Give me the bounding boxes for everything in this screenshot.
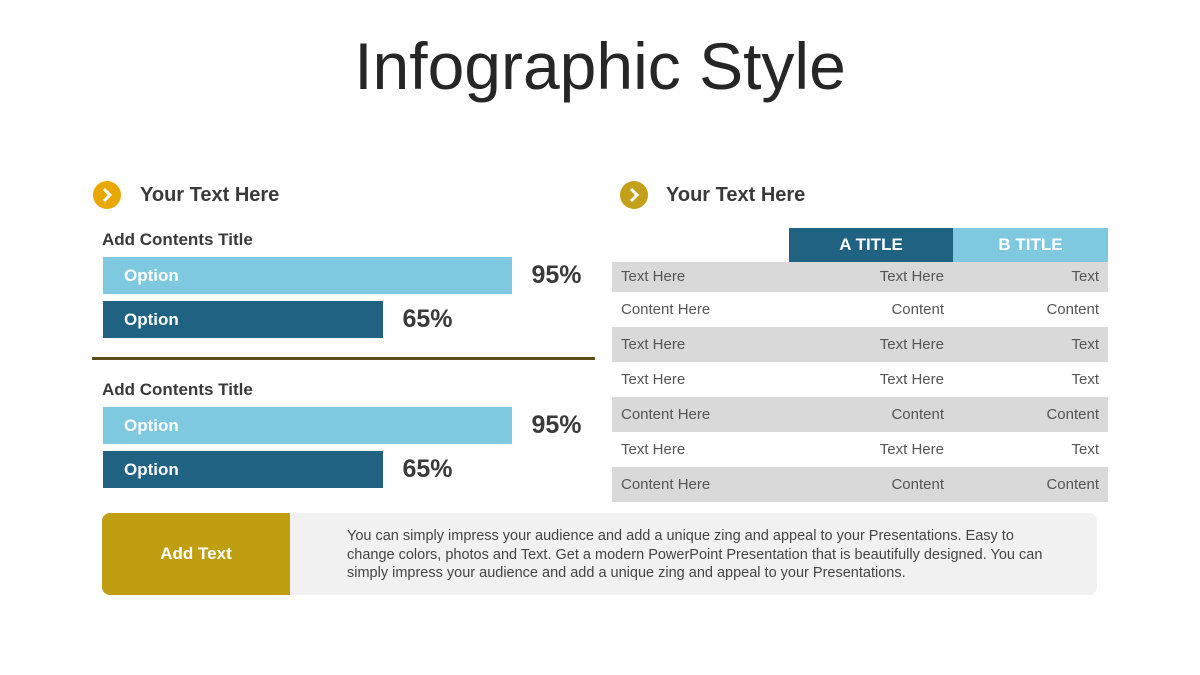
table-header: A TITLE — [789, 228, 953, 262]
table-cell: Content — [891, 476, 944, 493]
table-cell: Text Here — [879, 441, 944, 458]
table-cell: Text — [1071, 268, 1099, 285]
table-cell: Text Here — [879, 371, 944, 388]
table-cell: Content Here — [621, 476, 711, 493]
section-heading: Your Text Here — [140, 184, 280, 206]
row-bg — [612, 397, 1108, 432]
bar-label: Option — [124, 310, 179, 329]
table-cell: Text — [1071, 441, 1099, 458]
table-cell: Content — [891, 301, 944, 318]
group-title: Add Contents Title — [102, 380, 253, 399]
table-cell: Text Here — [621, 371, 686, 388]
bar — [103, 407, 512, 444]
divider — [92, 357, 595, 360]
bullet-icon — [620, 181, 648, 209]
bar — [103, 451, 383, 488]
chevron — [629, 187, 640, 203]
value-label: 95% — [531, 411, 582, 439]
bar-label: Option — [124, 416, 179, 435]
row-bg — [612, 262, 1108, 292]
bar — [103, 301, 383, 338]
table-cell: Content — [1046, 476, 1099, 493]
table-cell: Text Here — [879, 268, 944, 285]
table-header: B TITLE — [953, 228, 1108, 262]
section-heading: Your Text Here — [666, 184, 806, 206]
bullet-icon — [93, 181, 121, 209]
value-label: 65% — [402, 305, 453, 333]
table-cell: Content — [891, 406, 944, 423]
slide-title: Infographic Style — [354, 29, 846, 103]
table-cell: Text — [1071, 336, 1099, 353]
chevron — [102, 187, 113, 203]
group-title: Add Contents Title — [102, 230, 253, 249]
table-cell: Content — [1046, 301, 1099, 318]
bar-label: Option — [124, 266, 179, 285]
table-cell: Text Here — [621, 336, 686, 353]
table-cell: Text — [1071, 371, 1099, 388]
bar — [103, 257, 512, 294]
table-cell: Text Here — [621, 441, 686, 458]
row-bg — [612, 467, 1108, 502]
table-cell: Content — [1046, 406, 1099, 423]
value-label: 95% — [531, 261, 582, 289]
value-label: 65% — [402, 455, 453, 483]
row-bg — [612, 327, 1108, 362]
table-cell: Content Here — [621, 406, 711, 423]
table-cell: Text Here — [621, 268, 686, 285]
callout-text: You can simply impress your audience and… — [347, 528, 1043, 581]
bar-label: Option — [124, 460, 179, 479]
table-cell: Content Here — [621, 301, 711, 318]
callout-label: Add Text — [102, 513, 290, 595]
table-cell: Text Here — [879, 336, 944, 353]
